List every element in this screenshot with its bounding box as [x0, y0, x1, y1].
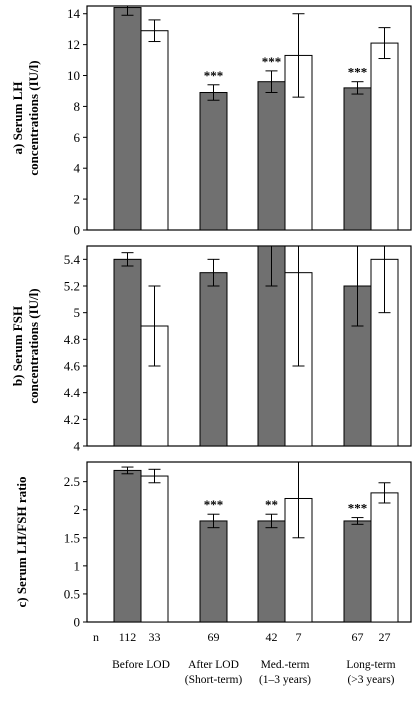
- plot-frame: [86, 245, 412, 447]
- y-tick-label: 14: [67, 6, 81, 21]
- n-value: 27: [379, 630, 391, 644]
- y-tick-label: 5: [74, 305, 81, 320]
- bar: [113, 7, 142, 231]
- y-tick-label: 2.5: [64, 474, 80, 489]
- bar: [370, 492, 399, 623]
- chart-footer: n 112 33 Before LOD 69 After LOD (Short-term)…: [93, 630, 396, 686]
- n-value: 69: [208, 630, 220, 644]
- n-value: 112: [119, 630, 137, 644]
- y-tick-label: 0: [74, 615, 81, 630]
- bar: [343, 87, 372, 231]
- group-label: Med.-term: [261, 659, 310, 671]
- n-value: 7: [296, 630, 302, 644]
- bar: [140, 30, 169, 231]
- significance-label: **: [265, 497, 278, 512]
- n-value: 33: [149, 630, 161, 644]
- panel-b: 4 4.2 4.4 4.6 4.8 5 5.2 5.4 b) Serum FSH concentr…: [10, 245, 412, 454]
- n-value: 42: [266, 630, 278, 644]
- significance-label: ***: [348, 65, 368, 80]
- bar: [113, 258, 142, 447]
- bar: [370, 42, 399, 231]
- plot-frame: [86, 461, 412, 623]
- y-tick-label: 0.5: [64, 586, 80, 601]
- group-sublabel: (1–3 years): [259, 674, 311, 686]
- y-axis-label: b) Serum FSH: [10, 306, 25, 386]
- bar: [257, 520, 286, 623]
- group-label: Before LOD: [112, 659, 170, 671]
- bar: [140, 475, 169, 623]
- y-tick-label: 4: [74, 439, 81, 454]
- y-tick-label: 5.2: [64, 279, 80, 294]
- y-tick-label: 4: [74, 161, 81, 176]
- n-value: 67: [352, 630, 364, 644]
- significance-label: ***: [204, 68, 224, 83]
- y-tick-label: 5.4: [64, 252, 81, 267]
- y-tick-label: 1: [74, 558, 81, 573]
- y-tick-label: 0: [74, 223, 81, 238]
- group-sublabel: (Short-term): [185, 674, 243, 686]
- panel-c: 00.511.522.5c) Serum LH/FSH ratio *** ** **…: [14, 461, 412, 630]
- bar: [199, 272, 228, 447]
- y-tick-label: 4.8: [64, 332, 80, 347]
- y-tick-label: 4.6: [64, 359, 81, 374]
- plot-frame: [86, 5, 412, 231]
- bar: [199, 92, 228, 231]
- bar: [257, 81, 286, 231]
- bar: [113, 469, 142, 623]
- y-tick-label: 2: [74, 502, 81, 517]
- significance-label: ***: [262, 54, 282, 69]
- y-axis-label: concentrations (IU/l): [26, 60, 41, 175]
- y-axis-label: concentrations (IU/l): [26, 288, 41, 403]
- significance-label: ***: [204, 497, 224, 512]
- n-label: n: [93, 630, 99, 644]
- panel-a: 0 2 4 6 8 10 12 14 a) Serum LH concentrations (IU…: [10, 5, 412, 238]
- y-axis-label: c) Serum LH/FSH ratio: [14, 476, 29, 607]
- bar: [199, 520, 228, 623]
- y-tick-label: 4.2: [64, 412, 80, 427]
- y-tick-label: 1.5: [64, 530, 80, 545]
- group-label: Long-term: [346, 659, 395, 671]
- y-tick-label: 4.4: [64, 385, 81, 400]
- y-axis-label: a) Serum LH: [10, 82, 25, 155]
- y-tick-label: 2: [74, 192, 81, 207]
- bar: [343, 520, 372, 623]
- significance-label: ***: [348, 501, 368, 516]
- y-tick-label: 6: [74, 130, 81, 145]
- group-label: After LOD: [188, 659, 239, 671]
- y-tick-label: 12: [67, 37, 80, 52]
- group-sublabel: (>3 years): [347, 674, 394, 686]
- y-tick-label: 8: [74, 99, 81, 114]
- y-tick-label: 10: [67, 68, 80, 83]
